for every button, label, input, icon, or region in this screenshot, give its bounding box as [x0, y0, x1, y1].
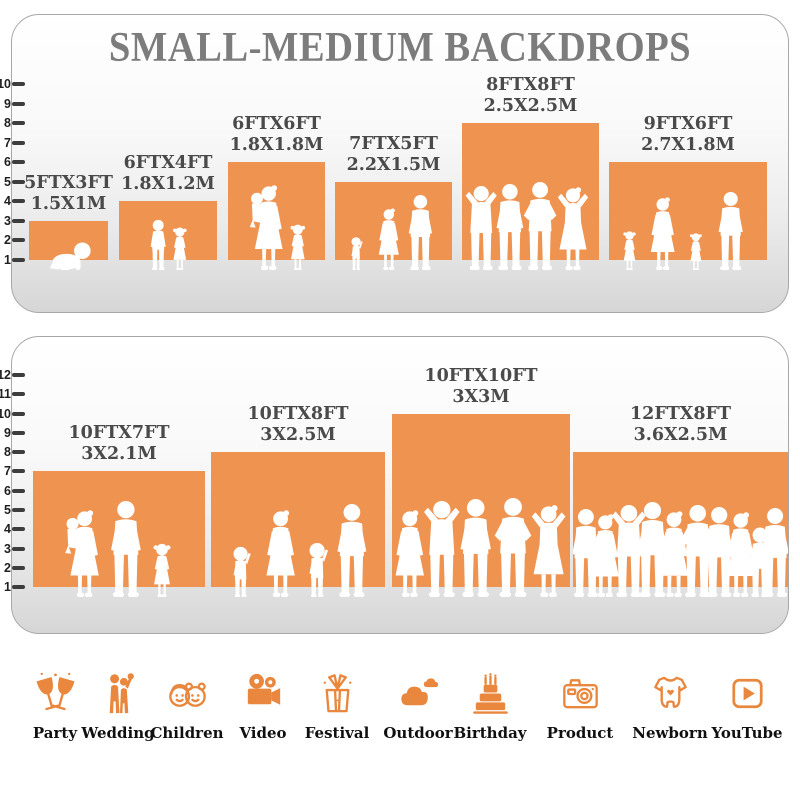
- category-birthday: Birthday: [448, 670, 532, 742]
- category-video: Video: [221, 670, 305, 742]
- y-axis-tick-label: 5: [4, 502, 11, 517]
- wedding-icon: [109, 673, 134, 714]
- people-silhouette: [609, 186, 767, 270]
- y-axis-tick-mark: [12, 199, 25, 204]
- y-axis-tick-mark: [12, 411, 25, 416]
- y-axis-tick-label: 4: [4, 522, 11, 537]
- y-axis-tick-mark: [12, 585, 25, 589]
- y-axis-tick-mark: [12, 546, 25, 551]
- y-axis-tick-label: 7: [4, 464, 11, 479]
- festival-icon: [323, 674, 351, 713]
- category-label: Product: [546, 724, 614, 742]
- y-axis-tick-mark: [12, 82, 25, 86]
- people-silhouette: [572, 496, 789, 597]
- y-axis-tick-label: 12: [0, 368, 11, 382]
- y-axis-tick-label: 9: [4, 96, 11, 111]
- backdrop-size-label: 6FTX4FT 1.8X1.2M: [121, 153, 215, 195]
- y-axis-tick-mark: [12, 488, 25, 493]
- y-axis-tick-label: 1: [4, 253, 11, 267]
- people-silhouette: [211, 498, 385, 597]
- y-axis-tick-label: 8: [4, 116, 11, 131]
- category-label: Outdoor: [383, 724, 453, 742]
- y-axis-tick-mark: [12, 507, 25, 512]
- people-silhouette: [462, 176, 599, 270]
- backdrop-bar: [29, 220, 108, 260]
- category-label: Children: [150, 724, 224, 742]
- category-label: YouTube: [711, 724, 783, 742]
- category-label: Festival: [304, 724, 370, 742]
- party-icon: [35, 672, 75, 711]
- backdrop-bar: [609, 162, 767, 260]
- y-axis-tick-label: 6: [4, 483, 11, 498]
- y-axis-tick-mark: [12, 565, 25, 570]
- backdrop-size-label: 10FTX8FT 3X2.5M: [247, 404, 349, 446]
- y-axis-tick-mark: [12, 218, 25, 223]
- birthday-icon: [472, 673, 508, 714]
- y-axis-tick-mark: [12, 258, 25, 262]
- y-axis-tick-label: 2: [4, 560, 11, 575]
- category-label: Party: [32, 724, 78, 742]
- y-axis-tick-mark: [12, 373, 25, 377]
- page-title: SMALL-MEDIUM BACKDROPS: [108, 25, 692, 71]
- backdrop-bar: [119, 201, 217, 260]
- backdrop-size-label: 8FTX8FT 2.5X2.5M: [483, 75, 578, 117]
- y-axis-tick-mark: [12, 160, 25, 165]
- people-silhouette: [228, 180, 325, 270]
- outdoor-icon: [400, 678, 438, 706]
- people-silhouette: [33, 495, 205, 597]
- backdrop-size-label: 10FTX10FT 3X3M: [424, 365, 538, 407]
- newborn-icon: [653, 676, 687, 708]
- y-axis-tick-label: 3: [4, 213, 11, 228]
- category-wedding: Wedding: [76, 670, 160, 742]
- y-axis-tick-label: 11: [0, 387, 11, 402]
- y-axis-tick-label: 4: [4, 194, 11, 209]
- product-icon: [562, 679, 598, 709]
- y-axis-tick-mark: [12, 392, 25, 397]
- y-axis-tick-mark: [12, 469, 25, 474]
- y-axis-tick-mark: [12, 121, 25, 126]
- backdrop-size-label: 12FTX8FT 3.6X2.5M: [629, 404, 731, 446]
- category-label: Wedding: [81, 724, 155, 742]
- y-axis-tick-mark: [12, 179, 25, 184]
- y-axis-tick-label: 7: [4, 135, 11, 150]
- people-silhouette: [335, 189, 452, 270]
- category-label: Birthday: [453, 724, 527, 742]
- backdrop-size-label: 7FTX5FT 2.2X1.5M: [346, 133, 441, 175]
- category-label: Video: [239, 724, 287, 742]
- backdrop-size-label: 5FTX3FT 1.5X1M: [24, 172, 113, 214]
- backdrop-size-label: 6FTX6FT 1.8X1.8M: [229, 114, 324, 156]
- y-axis-tick-label: 8: [4, 445, 11, 460]
- category-children: Children: [145, 670, 229, 742]
- backdrop-size-label: 9FTX6FT 2.7X1.8M: [641, 114, 735, 156]
- y-axis-tick-label: 2: [4, 233, 11, 248]
- children-icon: [168, 682, 206, 707]
- youtube-icon: [731, 678, 763, 709]
- y-axis-tick-mark: [12, 527, 25, 532]
- category-festival: Festival: [295, 670, 379, 742]
- y-axis-tick-label: 6: [4, 155, 11, 170]
- y-axis-tick-label: 10: [0, 406, 11, 421]
- category-youtube: YouTube: [705, 670, 789, 742]
- y-axis-tick-label: 9: [4, 425, 11, 440]
- y-axis-tick-mark: [12, 238, 25, 243]
- people-silhouette: [392, 492, 570, 597]
- people-silhouette: [119, 212, 217, 270]
- video-icon: [247, 673, 280, 705]
- y-axis-tick-mark: [12, 450, 25, 455]
- category-outdoor: Outdoor: [376, 670, 460, 742]
- category-newborn: Newborn: [628, 670, 712, 742]
- y-axis-tick-mark: [12, 101, 25, 106]
- people-silhouette: [29, 236, 108, 270]
- y-axis-tick-label: 3: [4, 541, 11, 556]
- y-axis-tick-label: 1: [4, 580, 11, 594]
- category-party: Party: [13, 670, 97, 742]
- category-label: Newborn: [632, 724, 708, 742]
- y-axis-tick-label: 10: [0, 77, 11, 91]
- backdrop-size-label: 10FTX7FT 3X2.1M: [68, 423, 170, 465]
- category-product: Product: [538, 670, 622, 742]
- y-axis-tick-label: 5: [4, 174, 11, 189]
- y-axis-tick-mark: [12, 140, 25, 145]
- y-axis-tick-mark: [12, 430, 25, 435]
